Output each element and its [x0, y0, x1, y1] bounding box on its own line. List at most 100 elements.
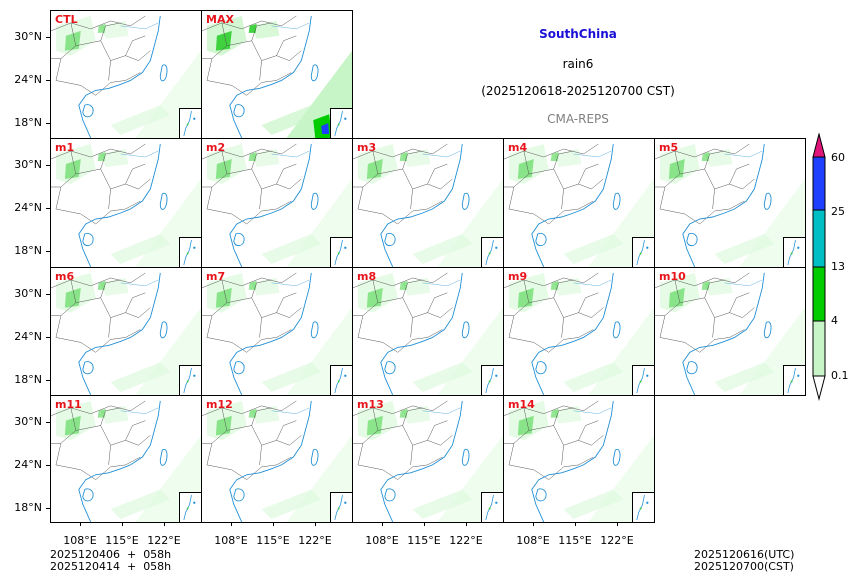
- colorbar-label-4: 4: [831, 314, 838, 327]
- x-tick-mark: [122, 522, 123, 526]
- south-china-sea-inset: [632, 237, 654, 267]
- y-tick-label: 24°N: [2, 458, 50, 471]
- valid-time-cst: 2025120700(CST): [694, 560, 794, 573]
- panel-label: m10: [659, 270, 686, 283]
- rainfall-map: [655, 272, 805, 395]
- x-tick-mark: [382, 522, 383, 526]
- colorbar-label-13: 13: [831, 260, 845, 273]
- x-tick-label: 115°E: [256, 534, 290, 547]
- x-tick-label: 108°E: [516, 534, 550, 547]
- inset-map: [636, 368, 649, 394]
- inset-map: [183, 111, 196, 137]
- south-china-sea-inset: [783, 237, 805, 267]
- map-panel-m2: m2: [201, 138, 353, 268]
- map-panel-m9: m9: [503, 267, 655, 396]
- inset-map: [485, 368, 498, 394]
- map-panel-m12: m12: [201, 395, 353, 523]
- y-tick-label: 18°N: [2, 373, 50, 386]
- south-china-sea-inset: [179, 237, 201, 267]
- panel-label: m1: [55, 141, 75, 154]
- period-title: (2025120618-2025120700 CST): [481, 84, 675, 98]
- map-panel-m4: m4: [503, 138, 655, 268]
- region-title: SouthChina: [539, 27, 617, 41]
- panel-label: m11: [55, 398, 82, 411]
- variable-title: rain6: [562, 57, 594, 71]
- colorbar-segment-0.1-4: [813, 321, 825, 376]
- map-panel-m1: m1: [50, 138, 202, 268]
- south-china-sea-inset: [179, 365, 201, 395]
- panel-label: m5: [659, 141, 679, 154]
- south-china-sea-inset: [632, 492, 654, 522]
- valid-time-utc: 2025120616(UTC): [694, 548, 795, 561]
- south-china-sea-inset: [783, 365, 805, 395]
- x-tick-mark: [617, 522, 618, 526]
- inset-map: [636, 495, 649, 521]
- map-panel-m10: m10: [654, 267, 806, 396]
- inset-map: [787, 368, 800, 394]
- colorbar-segment-25-60: [813, 157, 825, 210]
- model-title: CMA-REPS: [547, 112, 609, 126]
- panel-label: m7: [206, 270, 226, 283]
- panel-label: m2: [206, 141, 226, 154]
- south-china-sea-inset: [330, 492, 352, 522]
- map-panel-ctl: CTL: [50, 10, 202, 139]
- panel-label: m4: [508, 141, 528, 154]
- colorbar-segment-4-13: [813, 267, 825, 321]
- colorbar: [812, 132, 826, 401]
- south-china-sea-inset: [632, 365, 654, 395]
- panel-label: m12: [206, 398, 233, 411]
- panel-label: CTL: [55, 13, 78, 26]
- inset-map: [334, 495, 347, 521]
- x-tick-label: 108°E: [63, 534, 97, 547]
- y-tick-label: 30°N: [2, 287, 50, 300]
- map-panel-m5: m5: [654, 138, 806, 268]
- x-tick-mark: [533, 522, 534, 526]
- x-tick-mark: [315, 522, 316, 526]
- init-time-2: 2025120414 + 058h: [50, 560, 172, 573]
- inset-map: [334, 240, 347, 266]
- x-tick-mark: [164, 522, 165, 526]
- x-tick-mark: [231, 522, 232, 526]
- rainfall-map: [202, 143, 352, 267]
- x-tick-mark: [575, 522, 576, 526]
- x-tick-mark: [80, 522, 81, 526]
- colorbar-over-triangle: [812, 132, 826, 158]
- south-china-sea-inset: [481, 492, 503, 522]
- y-tick-label: 24°N: [2, 73, 50, 86]
- y-tick-label: 18°N: [2, 116, 50, 129]
- south-china-sea-inset: [481, 365, 503, 395]
- map-panel-m7: m7: [201, 267, 353, 396]
- map-panel-m3: m3: [352, 138, 504, 268]
- colorbar-label-25: 25: [831, 205, 845, 218]
- x-tick-label: 122°E: [600, 534, 634, 547]
- inset-map: [787, 240, 800, 266]
- map-panel-m11: m11: [50, 395, 202, 523]
- inset-map: [183, 368, 196, 394]
- inset-map: [485, 495, 498, 521]
- y-tick-label: 30°N: [2, 158, 50, 171]
- x-tick-label: 108°E: [365, 534, 399, 547]
- init-time-1: 2025120406 + 058h: [50, 548, 172, 561]
- rainfall-map: [353, 400, 503, 522]
- inset-map: [334, 368, 347, 394]
- south-china-sea-inset: [481, 237, 503, 267]
- inset-map: [485, 240, 498, 266]
- inset-map: [183, 240, 196, 266]
- y-tick-label: 24°N: [2, 330, 50, 343]
- map-panel-m6: m6: [50, 267, 202, 396]
- panel-label: m6: [55, 270, 75, 283]
- inset-map: [334, 111, 347, 137]
- y-tick-label: 30°N: [2, 415, 50, 428]
- map-panel-m8: m8: [352, 267, 504, 396]
- x-tick-label: 122°E: [147, 534, 181, 547]
- x-tick-label: 122°E: [298, 534, 332, 547]
- inset-map: [183, 495, 196, 521]
- x-tick-label: 122°E: [449, 534, 483, 547]
- x-tick-mark: [273, 522, 274, 526]
- y-tick-label: 18°N: [2, 501, 50, 514]
- x-tick-mark: [424, 522, 425, 526]
- south-china-sea-inset: [179, 108, 201, 138]
- y-tick-label: 18°N: [2, 244, 50, 257]
- inset-map: [636, 240, 649, 266]
- colorbar-label-60: 60: [831, 151, 845, 164]
